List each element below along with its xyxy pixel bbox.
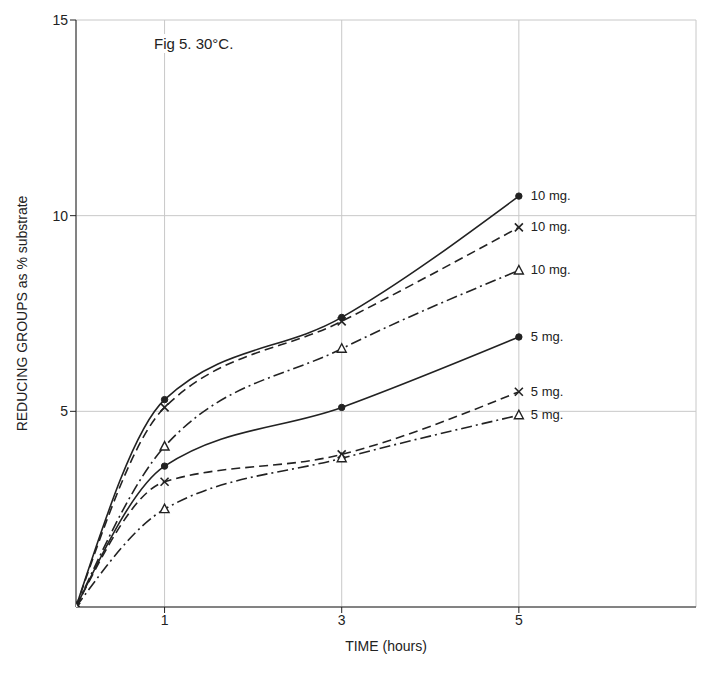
svg-text:REDUCING GROUPS as % substrate: REDUCING GROUPS as % substrate [14, 195, 30, 431]
svg-text:TIME (hours): TIME (hours) [345, 638, 427, 654]
svg-text:5: 5 [60, 403, 68, 419]
svg-text:5 mg.: 5 mg. [531, 384, 564, 399]
svg-text:5 mg.: 5 mg. [531, 329, 564, 344]
svg-text:10 mg.: 10 mg. [531, 188, 571, 203]
svg-text:10 mg.: 10 mg. [531, 219, 571, 234]
svg-text:15: 15 [52, 12, 68, 28]
svg-text:5 mg.: 5 mg. [531, 407, 564, 422]
svg-text:3: 3 [338, 612, 346, 628]
html-text:Fig 5. 30°C.: Fig 5. 30°C. [154, 35, 234, 52]
svg-text:1: 1 [161, 612, 169, 628]
svg-text:10 mg.: 10 mg. [531, 262, 571, 277]
svg-text:5: 5 [515, 612, 523, 628]
svg-text:10: 10 [52, 208, 68, 224]
